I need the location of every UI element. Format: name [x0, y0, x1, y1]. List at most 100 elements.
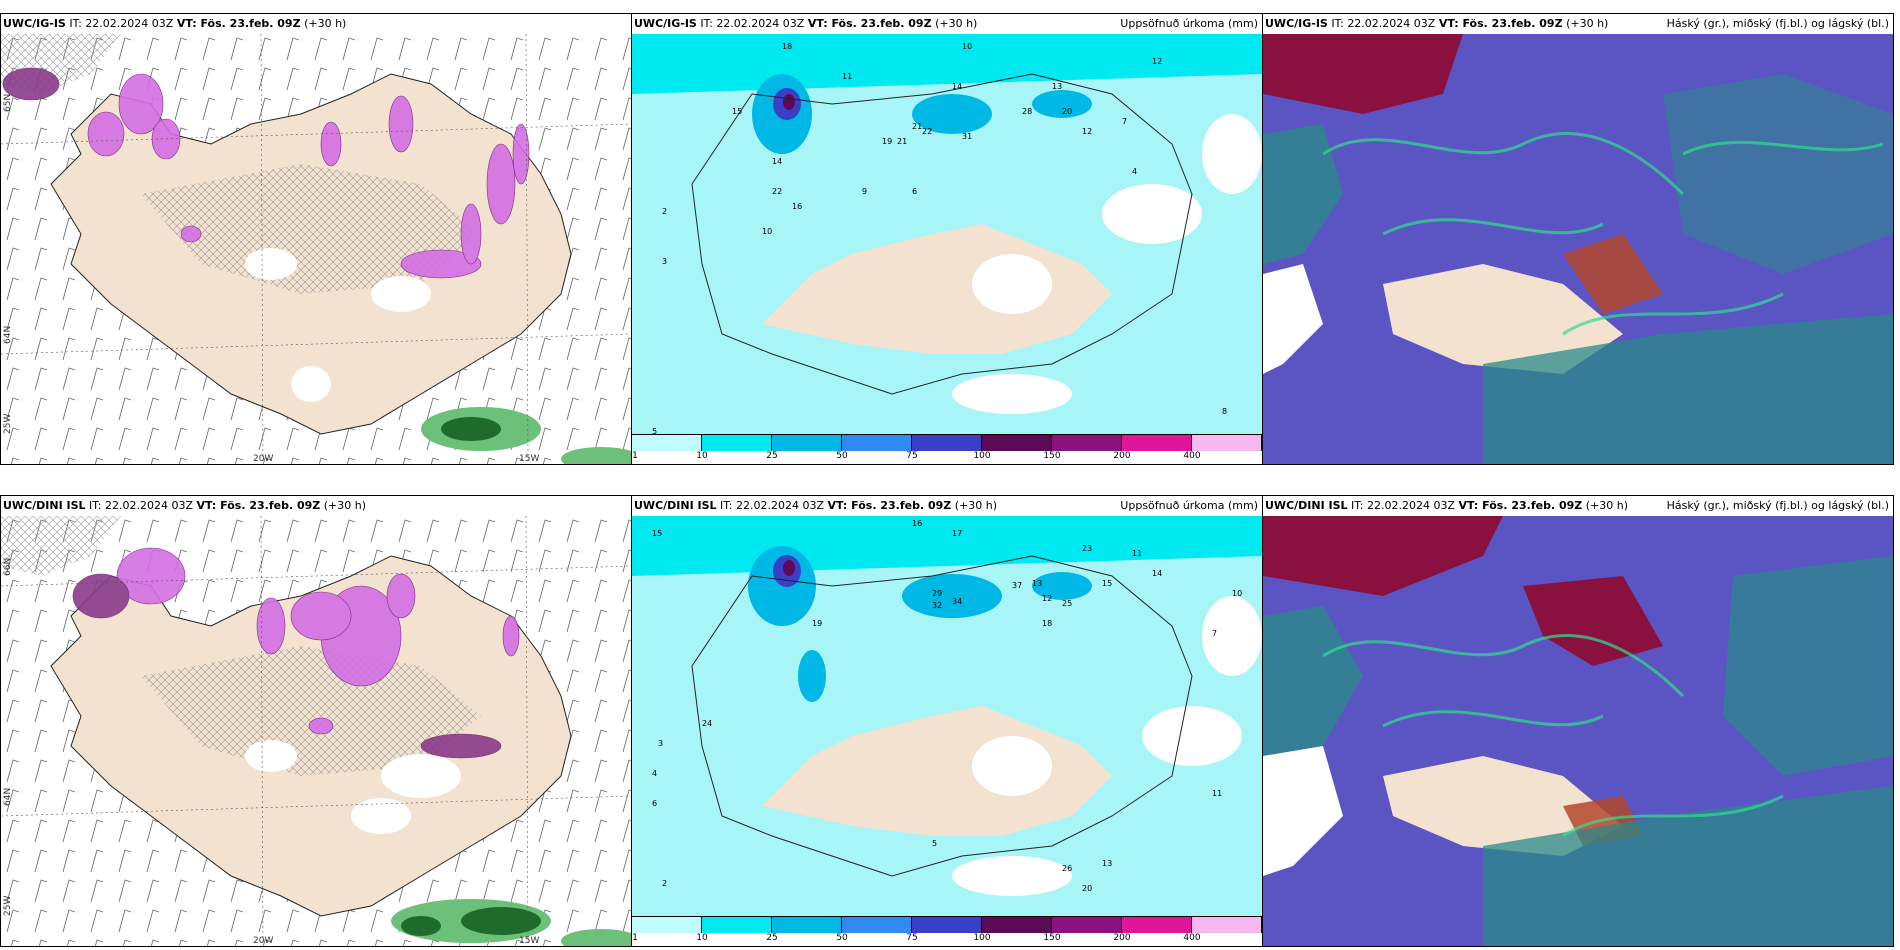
colorbar-tick-label: 25 [766, 451, 778, 461]
model-name: UWC/DINI ISL [3, 499, 86, 512]
precip-value-label: 2 [662, 207, 667, 216]
colorbar-tick-label: 10 [696, 933, 708, 943]
panel-header: UWC/DINI ISL IT: 22.02.2024 03Z VT: Fös.… [632, 496, 1262, 516]
colorbar-swatch [1122, 435, 1192, 451]
precip-value-label: 13 [1032, 579, 1042, 588]
precip-value-label: 19 [812, 619, 822, 628]
colorbar-swatch [632, 435, 702, 451]
init-time: IT: 22.02.2024 03Z [696, 17, 808, 30]
panel-precip-row1: UWC/IG-IS IT: 22.02.2024 03Z VT: Fös. 23… [631, 13, 1263, 465]
init-time: IT: 22.02.2024 03Z [1347, 499, 1459, 512]
colorbar-swatch [982, 435, 1052, 451]
forecast-step: (+30 h) [320, 499, 367, 512]
colorbar-swatch [632, 917, 702, 933]
precip-value-label: 11 [842, 72, 852, 81]
valid-time: Fös. 23.feb. 09Z [1458, 17, 1563, 30]
panel-header: UWC/IG-IS IT: 22.02.2024 03Z VT: Fös. 23… [1263, 14, 1893, 34]
precip-value-label: 24 [702, 719, 712, 728]
precip-value-label: 8 [1222, 407, 1227, 416]
colorbar-tick-label: 100 [973, 933, 991, 943]
panel-cloud-row2: UWC/DINI ISL IT: 22.02.2024 03Z VT: Fös.… [1262, 495, 1894, 947]
precip-value-label: 7 [1212, 629, 1217, 638]
panel-snow-row1: UWC/IG-IS IT: 22.02.2024 03Z VT: Fös. 23… [0, 13, 632, 465]
meridian-label: 15W [519, 936, 540, 946]
colorbar-tick-label: 75 [906, 933, 918, 943]
parallel-label: 64N [3, 787, 13, 806]
precip-value-label: 6 [912, 187, 917, 196]
colorbar-labels: 1 10 25 50 75 100 150 200 400 [632, 933, 1262, 945]
valid-time: Fös. 23.feb. 09Z [1478, 499, 1583, 512]
precip-value-label: 32 [932, 601, 942, 610]
colorbar-labels: 1 10 25 50 75 100 150 200 400 [632, 451, 1262, 463]
precip-value-label: 12 [1152, 57, 1162, 66]
panel-header: UWC/DINI ISL IT: 22.02.2024 03Z VT: Fös.… [1, 496, 631, 516]
precip-value-label: 25 [1062, 599, 1072, 608]
init-time: IT: 22.02.2024 03Z [65, 17, 177, 30]
panel-header: UWC/IG-IS IT: 22.02.2024 03Z VT: Fös. 23… [1, 14, 631, 34]
panel-header: UWC/DINI ISL IT: 22.02.2024 03Z VT: Fös.… [1263, 496, 1893, 516]
panel-title: Uppsöfnuð úrkoma (mm) [1120, 499, 1258, 512]
colorbar-swatch [982, 917, 1052, 933]
valid-time: Fös. 23.feb. 09Z [216, 499, 321, 512]
precip-value-label: 10 [762, 227, 772, 236]
snow-map [1, 34, 631, 464]
colorbar-tick-label: 25 [766, 933, 778, 943]
precip-value-label: 19 [882, 137, 892, 146]
precip-value-label: 37 [1012, 581, 1022, 590]
colorbar-tick-label: 10 [696, 451, 708, 461]
precip-value-label: 16 [912, 519, 922, 528]
precip-value-label: 18 [1042, 619, 1052, 628]
cloud-map [1263, 516, 1893, 946]
precip-value-label: 22 [922, 127, 932, 136]
colorbar-swatch [912, 917, 982, 933]
colorbar-tick-label: 1 [632, 451, 638, 461]
precip-value-label: 2 [662, 879, 667, 888]
valid-time-label: VT: [807, 17, 828, 30]
precip-value-label: 11 [1212, 789, 1222, 798]
colorbar-swatch [1192, 435, 1262, 451]
valid-time-label: VT: [1438, 17, 1459, 30]
precip-value-label: 23 [1082, 544, 1092, 553]
precip-value-label: 17 [952, 529, 962, 538]
colorbar-swatch [702, 435, 772, 451]
colorbar-tick-label: 150 [1043, 451, 1061, 461]
panel-snow-row2: UWC/DINI ISL IT: 22.02.2024 03Z VT: Fös.… [0, 495, 632, 947]
colorbar-tick-label: 50 [836, 933, 848, 943]
precip-value-label: 4 [1132, 167, 1137, 176]
parallel-label: 66N [3, 557, 13, 576]
init-time: IT: 22.02.2024 03Z [716, 499, 828, 512]
panel-title: Uppsöfnuð úrkoma (mm) [1120, 17, 1258, 30]
precip-value-label: 14 [952, 82, 962, 91]
colorbar [632, 434, 1262, 451]
precip-map: 15 16 17 23 11 14 13 15 12 29 32 34 37 2… [632, 516, 1262, 916]
init-time: IT: 22.02.2024 03Z [85, 499, 197, 512]
valid-time: Fös. 23.feb. 09Z [847, 499, 952, 512]
colorbar-swatch [842, 917, 912, 933]
parallel-label: 65N [3, 93, 13, 112]
precip-value-label: 14 [1152, 569, 1162, 578]
precip-value-label: 21 [897, 137, 907, 146]
cloud-map [1263, 34, 1893, 464]
precip-value-label: 6 [652, 799, 657, 808]
precip-value-label: 31 [962, 132, 972, 141]
precip-value-label: 26 [1062, 864, 1072, 873]
precip-value-label: 7 [1122, 117, 1127, 126]
colorbar-tick-label: 50 [836, 451, 848, 461]
colorbar-swatch [702, 917, 772, 933]
valid-time-label: VT: [176, 17, 197, 30]
meridian-label: 15W [519, 454, 540, 464]
precip-value-label: 15 [732, 107, 742, 116]
panel-header: UWC/IG-IS IT: 22.02.2024 03Z VT: Fös. 23… [632, 14, 1262, 34]
model-name: UWC/IG-IS [1265, 17, 1328, 30]
precip-value-label: 21 [912, 122, 922, 131]
precip-value-label: 13 [1052, 82, 1062, 91]
precip-value-label: 28 [1022, 107, 1032, 116]
model-name: UWC/DINI ISL [634, 499, 717, 512]
valid-time: Fös. 23.feb. 09Z [196, 17, 301, 30]
panel-title: Háský (gr.), miðský (fj.bl.) og lágský (… [1666, 17, 1889, 30]
forecast-step: (+30 h) [951, 499, 998, 512]
precip-value-label: 22 [772, 187, 782, 196]
colorbar [632, 916, 1262, 933]
colorbar-swatch [842, 435, 912, 451]
parallel-label: 64N [3, 325, 13, 344]
